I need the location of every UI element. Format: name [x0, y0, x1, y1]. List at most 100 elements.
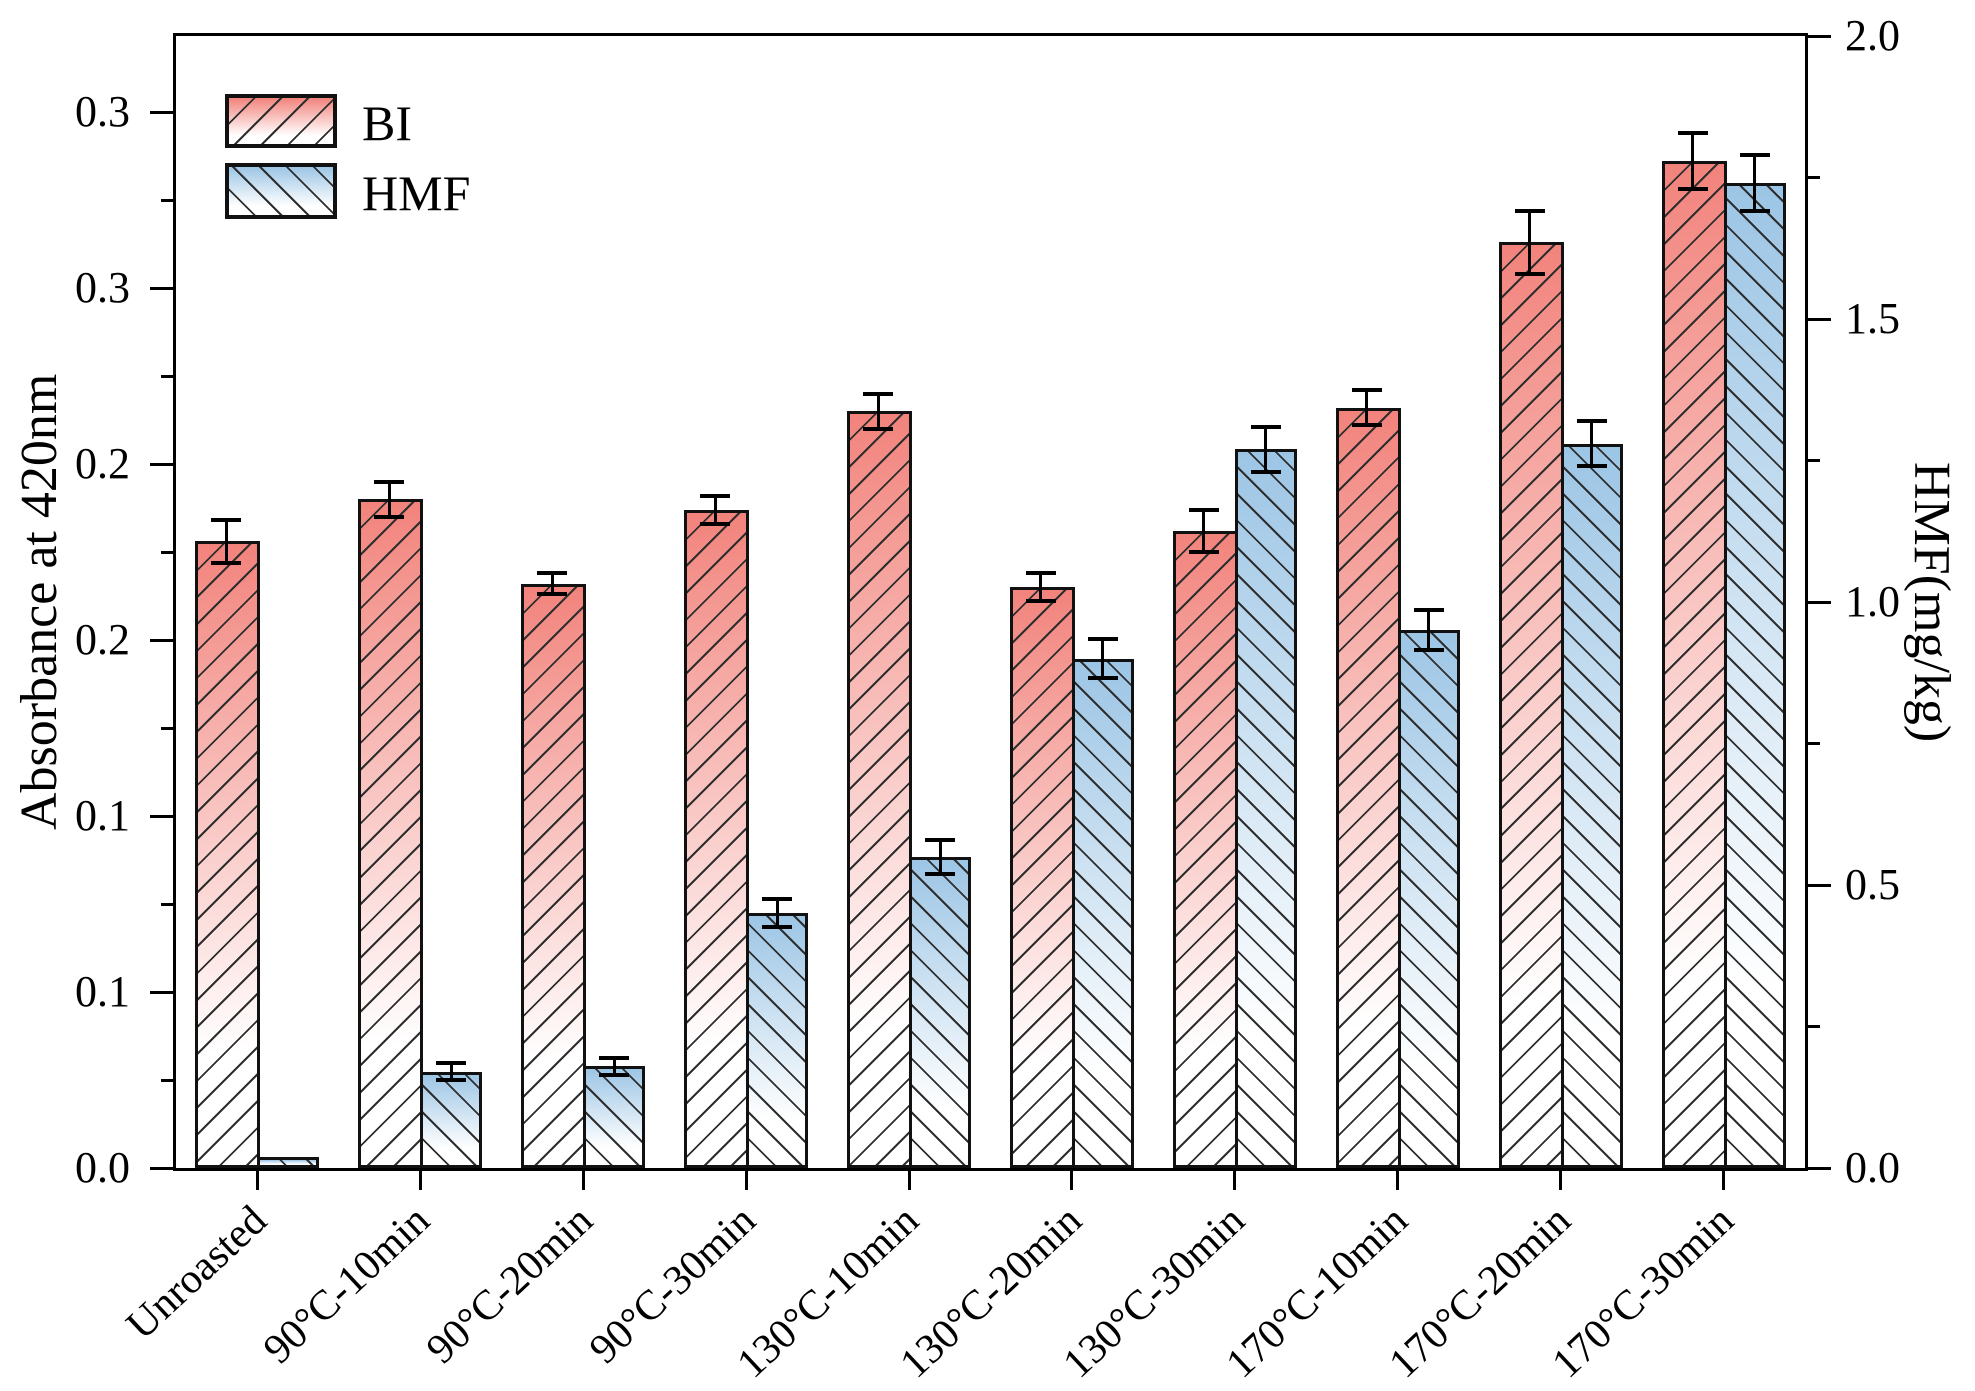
error-bar-bi	[713, 495, 717, 524]
error-bar-bi	[550, 573, 554, 595]
error-cap-bi	[1025, 571, 1056, 576]
error-cap-hmf	[599, 1072, 630, 1077]
error-cap-bi	[1188, 507, 1219, 512]
error-bar-hmf	[1264, 426, 1268, 472]
error-bar-hmf	[775, 899, 779, 928]
x-axis-tick	[744, 1168, 748, 1190]
error-bar-bi	[1039, 573, 1043, 602]
bar-hmf-130-c-20min	[1071, 658, 1134, 1168]
right-axis-major-tick	[1805, 1166, 1831, 1170]
error-cap-hmf	[1576, 418, 1607, 423]
error-cap-hmf	[436, 1061, 467, 1066]
error-bar-bi	[224, 520, 228, 563]
error-cap-hmf	[436, 1078, 467, 1083]
left-axis-tick-label: 0.3	[75, 263, 130, 313]
right-axis-major-tick	[1805, 883, 1831, 887]
bar-hmf-170-c-10min	[1397, 630, 1460, 1168]
x-axis-tick	[255, 1168, 259, 1190]
bar-bi-170-c-10min	[1335, 407, 1401, 1168]
bar-hmf-130-c-30min	[1234, 449, 1297, 1168]
bar-bi-unroasted	[195, 541, 261, 1168]
error-cap-bi	[211, 518, 242, 523]
error-cap-hmf	[1250, 424, 1281, 429]
right-axis-major-tick	[1805, 600, 1831, 604]
legend-swatch-hmf	[225, 163, 337, 219]
bar-bi-170-c-20min	[1498, 242, 1564, 1168]
error-bar-hmf	[612, 1057, 616, 1075]
error-bar-bi	[876, 393, 880, 429]
error-cap-bi	[1188, 550, 1219, 555]
x-axis-tick	[1722, 1168, 1726, 1190]
bar-bi-130-c-30min	[1172, 530, 1238, 1168]
error-cap-bi	[1025, 599, 1056, 604]
right-axis-minor-tick	[1805, 742, 1820, 745]
left-axis-minor-tick	[161, 902, 176, 906]
bar-hmf-90-c-30min	[746, 913, 809, 1168]
error-bar-hmf	[1753, 154, 1757, 212]
left-axis-tick-label: 0.0	[75, 1143, 130, 1192]
error-cap-bi	[374, 479, 405, 484]
error-cap-hmf	[1087, 676, 1118, 681]
error-cap-bi	[537, 571, 568, 576]
left-axis-major-tick	[150, 638, 176, 642]
x-axis-tick	[907, 1168, 911, 1190]
left-axis-tick-label: 0.2	[75, 439, 130, 489]
left-axis-major-tick	[150, 1166, 176, 1170]
bar-hmf-130-c-10min	[909, 856, 972, 1168]
left-axis-tick-label: 0.1	[75, 791, 130, 840]
x-axis-tick	[1559, 1168, 1563, 1190]
error-cap-bi	[1677, 187, 1708, 192]
error-bar-bi	[1202, 509, 1206, 552]
left-axis-major-tick	[150, 990, 176, 994]
legend-label-bi: BI	[362, 95, 412, 151]
left-axis-minor-tick	[161, 550, 176, 554]
error-cap-bi	[1351, 423, 1382, 428]
error-bar-hmf	[1101, 638, 1105, 679]
error-bar-bi	[1691, 133, 1695, 190]
error-cap-bi	[1514, 271, 1545, 276]
x-axis-tick	[1070, 1168, 1074, 1190]
right-axis-major-tick	[1805, 317, 1831, 321]
bar-hmf-unroasted	[257, 1156, 320, 1168]
right-axis-major-tick	[1805, 34, 1831, 38]
bar-bi-90-c-20min	[521, 583, 587, 1168]
error-cap-hmf	[1739, 209, 1770, 214]
error-cap-bi	[863, 426, 894, 431]
right-axis-minor-tick	[1805, 1025, 1820, 1028]
error-cap-hmf	[762, 925, 793, 930]
error-cap-bi	[700, 493, 731, 498]
legend-label-hmf: HMF	[362, 165, 471, 221]
bar-bi-90-c-30min	[684, 509, 750, 1168]
bar-hmf-90-c-10min	[420, 1071, 483, 1168]
error-cap-bi	[537, 592, 568, 597]
left-axis-tick-label: 0.2	[75, 615, 130, 664]
x-axis-tick	[418, 1168, 422, 1190]
error-bar-bi	[1528, 210, 1532, 274]
error-cap-hmf	[1413, 608, 1444, 613]
error-bar-hmf	[449, 1063, 453, 1081]
error-cap-hmf	[1739, 152, 1770, 157]
right-axis-minor-tick	[1805, 176, 1820, 179]
error-cap-hmf	[762, 897, 793, 902]
error-cap-bi	[211, 560, 242, 565]
error-cap-bi	[700, 521, 731, 526]
error-cap-bi	[863, 391, 894, 396]
error-cap-bi	[1677, 131, 1708, 136]
error-bar-hmf	[938, 839, 942, 874]
bar-hmf-90-c-20min	[583, 1066, 646, 1168]
error-cap-hmf	[1576, 464, 1607, 469]
left-axis-major-tick	[150, 462, 176, 466]
right-axis-tick-label: 1.5	[1845, 294, 1900, 343]
x-axis-tick	[1233, 1168, 1237, 1190]
right-axis-tick-label: 1.0	[1845, 577, 1900, 626]
error-bar-bi	[1365, 390, 1369, 426]
error-bar-hmf	[1427, 610, 1431, 651]
error-cap-hmf	[925, 871, 956, 876]
error-cap-hmf	[1087, 636, 1118, 641]
error-cap-hmf	[1413, 648, 1444, 653]
left-axis-major-tick	[150, 110, 176, 114]
bar-bi-130-c-10min	[847, 411, 913, 1168]
legend-swatch-bi	[225, 94, 337, 148]
bar-hmf-170-c-20min	[1560, 443, 1623, 1168]
